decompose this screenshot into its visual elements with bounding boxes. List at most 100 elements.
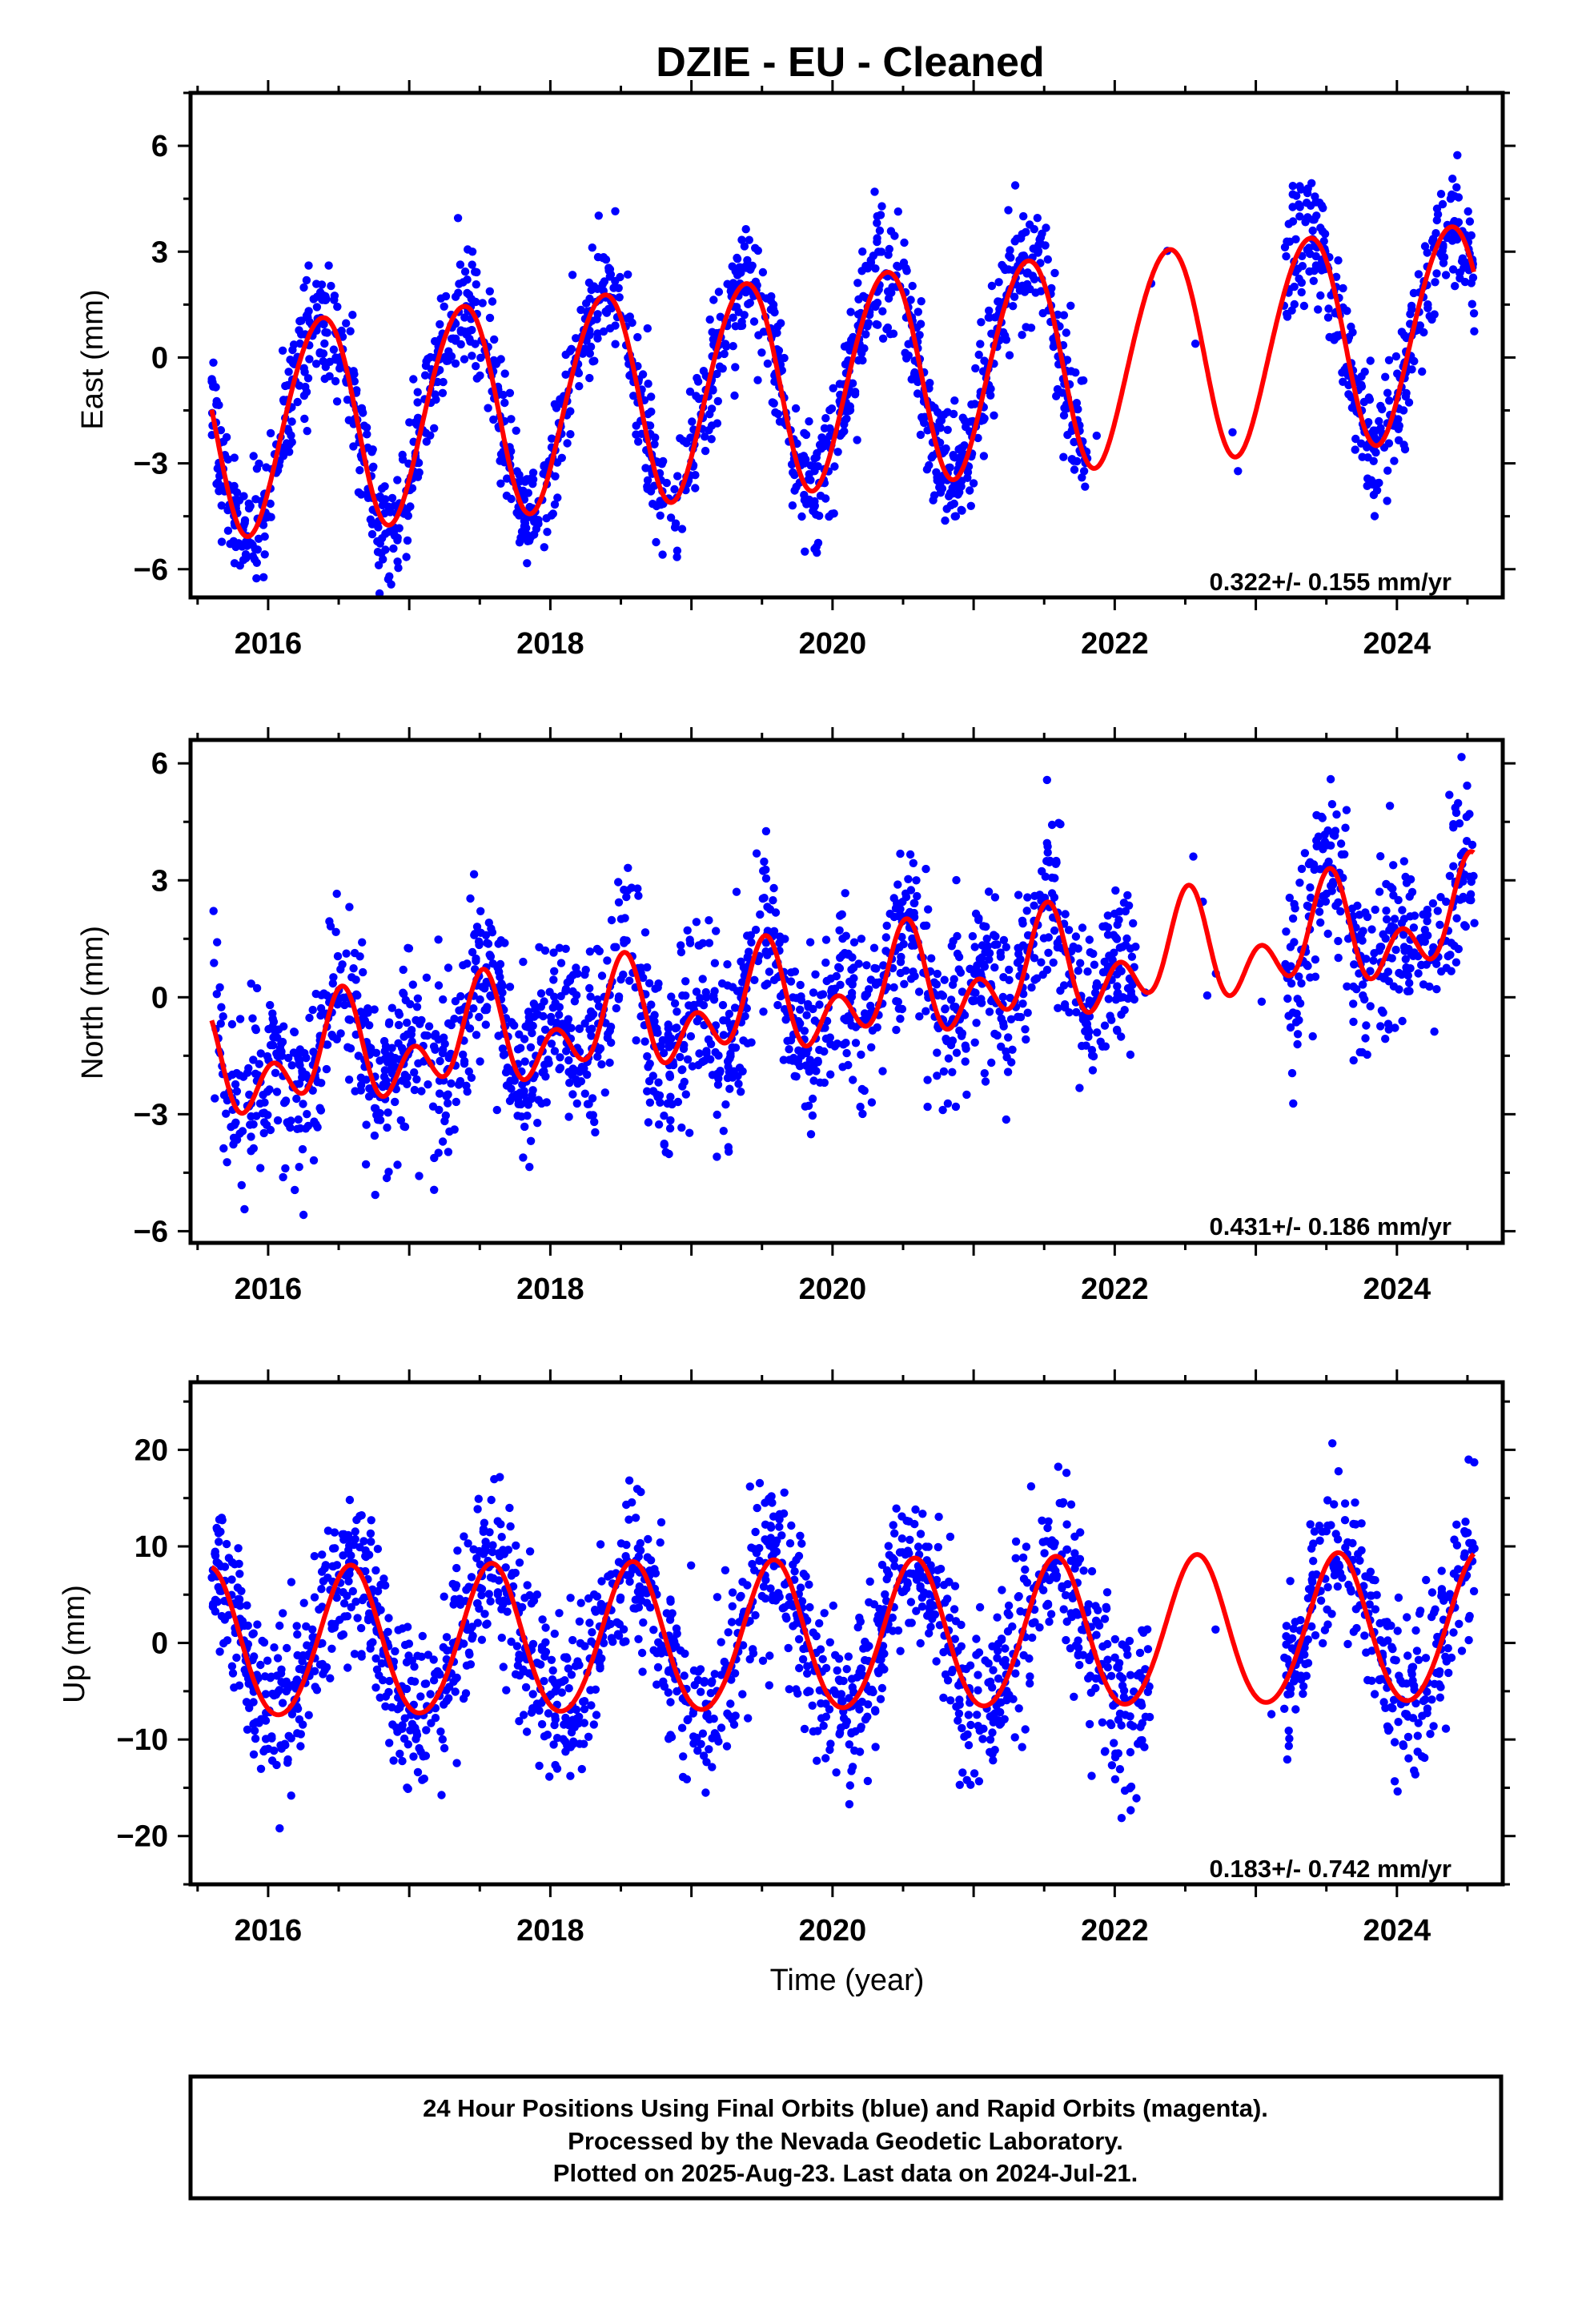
- data-point: [953, 949, 962, 959]
- data-point: [1030, 275, 1039, 283]
- data-point: [580, 1019, 589, 1028]
- data-point: [575, 382, 584, 391]
- data-point: [299, 364, 308, 372]
- data-point: [1368, 480, 1377, 489]
- data-point: [896, 910, 905, 919]
- data-point: [935, 483, 944, 492]
- data-point: [743, 931, 752, 940]
- data-point: [1403, 987, 1412, 996]
- data-point: [1284, 1011, 1293, 1020]
- data-point: [849, 963, 858, 972]
- x-tick-label: 2016: [235, 1273, 303, 1306]
- data-point: [546, 1012, 556, 1022]
- data-point: [1395, 968, 1403, 978]
- data-point: [1285, 237, 1295, 246]
- data-point: [897, 932, 906, 942]
- data-point: [677, 1123, 686, 1132]
- data-point: [476, 353, 485, 362]
- data-point: [647, 407, 656, 416]
- data-point: [1126, 1747, 1135, 1757]
- data-point: [343, 1663, 352, 1672]
- data-point: [1022, 1035, 1030, 1044]
- data-point: [648, 500, 657, 509]
- data-point: [230, 453, 239, 462]
- data-point: [683, 1055, 693, 1064]
- data-point: [374, 561, 383, 569]
- data-point: [996, 948, 1005, 957]
- data-point: [232, 1653, 241, 1663]
- data-point: [507, 1637, 516, 1647]
- data-point: [904, 340, 913, 348]
- data-point: [295, 1080, 304, 1088]
- data-point: [311, 360, 321, 368]
- data-point: [876, 211, 885, 219]
- data-point: [858, 1109, 867, 1119]
- data-point: [1452, 808, 1461, 818]
- data-point: [913, 389, 922, 398]
- data-point: [623, 314, 632, 323]
- data-point: [1062, 356, 1072, 364]
- data-point: [1389, 861, 1398, 870]
- data-point: [755, 1478, 765, 1488]
- data-point: [776, 932, 785, 941]
- data-point: [609, 283, 618, 292]
- data-point: [209, 358, 218, 367]
- data-point: [732, 303, 741, 312]
- data-point: [796, 980, 805, 990]
- data-point: [866, 1001, 875, 1011]
- data-point: [634, 437, 643, 446]
- data-point: [990, 940, 999, 950]
- data-point: [460, 267, 470, 276]
- data-point: [1371, 448, 1380, 457]
- data-point: [974, 1777, 984, 1786]
- data-point: [520, 521, 529, 531]
- data-point: [505, 388, 515, 397]
- data-point: [1077, 376, 1086, 385]
- data-point: [1049, 958, 1058, 967]
- data-point: [597, 1059, 606, 1069]
- data-point: [800, 459, 809, 468]
- data-point: [413, 398, 422, 407]
- data-point: [773, 1000, 782, 1010]
- data-point: [1284, 1727, 1293, 1735]
- data-point: [323, 991, 331, 1000]
- data-point: [1371, 905, 1379, 915]
- data-point: [762, 294, 771, 303]
- data-point: [333, 1000, 342, 1009]
- data-point: [1395, 985, 1403, 994]
- data-point: [1384, 439, 1394, 448]
- data-point: [741, 225, 750, 234]
- data-point: [585, 947, 595, 956]
- data-point: [901, 263, 910, 273]
- data-point: [906, 296, 915, 304]
- data-point: [467, 1073, 476, 1083]
- data-point: [247, 979, 255, 988]
- data-point: [1414, 969, 1423, 978]
- data-point: [1432, 269, 1441, 278]
- data-point: [809, 1076, 818, 1085]
- data-point: [1288, 203, 1297, 211]
- data-point: [515, 1671, 524, 1680]
- data-point: [921, 864, 930, 874]
- data-point: [725, 1009, 734, 1019]
- data-point: [1010, 181, 1020, 190]
- data-point: [450, 1125, 459, 1134]
- data-point: [1454, 798, 1463, 808]
- data-point: [247, 1112, 255, 1121]
- data-point: [362, 423, 371, 432]
- data-point: [809, 1004, 817, 1014]
- data-point: [585, 983, 594, 993]
- data-point: [855, 1705, 864, 1714]
- data-point: [731, 1043, 741, 1052]
- data-point: [723, 960, 732, 969]
- data-point: [1358, 1047, 1367, 1057]
- data-point: [1428, 236, 1438, 245]
- data-point: [968, 997, 978, 1006]
- data-point: [1126, 987, 1136, 996]
- data-point: [303, 374, 313, 383]
- data-point: [809, 506, 817, 516]
- data-point: [993, 1031, 1002, 1040]
- data-point: [547, 1655, 556, 1664]
- data-point: [1436, 190, 1446, 199]
